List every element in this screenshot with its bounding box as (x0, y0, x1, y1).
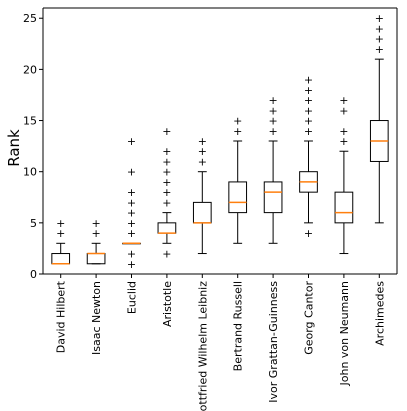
flier-marker: + (127, 258, 136, 271)
flier-marker: + (304, 125, 313, 138)
flier-marker: + (339, 135, 348, 148)
x-tick-label: Isaac Newton (90, 281, 103, 355)
box-group: ++++ (263, 94, 283, 244)
x-tick-label: Ivor Grattan-Guinness (267, 281, 280, 403)
flier-marker: + (162, 176, 171, 189)
box-group: ++ (86, 217, 106, 265)
y-tick-label: 0 (30, 268, 37, 281)
flier-marker: + (127, 186, 136, 199)
flier-marker: + (233, 115, 242, 128)
flier-marker: + (304, 115, 313, 128)
flier-marker: + (268, 115, 277, 128)
box-group: +++ (192, 135, 212, 255)
flier-marker: + (339, 104, 348, 117)
y-tick-label: 15 (23, 115, 37, 128)
flier-marker: + (198, 155, 207, 168)
flier-marker: + (268, 94, 277, 107)
y-tick-label: 25 (23, 12, 37, 25)
box (157, 222, 177, 234)
flier-marker: + (162, 155, 171, 168)
flier-marker: + (127, 135, 136, 148)
x-tick-label: Bertrand Russell (232, 281, 245, 371)
x-tick-label: Euclid (126, 281, 139, 314)
box-group: +++++++ (299, 74, 318, 240)
x-tick-label: David Hilbert (55, 280, 68, 353)
x-tick-label: Gottfried Wilhelm Leibniz (196, 281, 209, 411)
box-group: ++ (51, 217, 71, 265)
flier-marker: + (127, 248, 136, 261)
flier-marker: + (91, 217, 100, 230)
flier-marker: + (198, 135, 207, 148)
box-group: ++++ (369, 12, 389, 224)
flier-marker: + (56, 227, 65, 240)
box (263, 181, 283, 214)
flier-marker: + (339, 125, 348, 138)
flier-marker: + (127, 217, 136, 230)
flier-marker: + (127, 166, 136, 179)
flier-marker: + (304, 227, 313, 240)
x-tick-label: Aristotle (161, 281, 174, 327)
flier-marker: + (162, 166, 171, 179)
flier-marker: + (162, 186, 171, 199)
x-tick-label: John von Neumann (338, 281, 351, 387)
flier-marker: + (162, 125, 171, 138)
flier-marker: + (91, 227, 100, 240)
flier-marker: + (127, 227, 136, 240)
flier-marker: + (304, 104, 313, 117)
y-tick-label: 20 (23, 63, 37, 76)
flier-marker: + (162, 145, 171, 158)
flier-marker: + (233, 125, 242, 138)
flier-marker: + (127, 207, 136, 220)
flier-marker: + (304, 74, 313, 87)
box (192, 201, 212, 224)
y-tick-label: 10 (23, 166, 37, 179)
flier-marker: + (198, 145, 207, 158)
x-tick-label: Archimedes (373, 281, 386, 346)
flier-marker: + (304, 84, 313, 97)
box-group: ++ (228, 115, 248, 244)
flier-marker: + (127, 196, 136, 209)
box (228, 181, 248, 214)
box (86, 253, 106, 265)
flier-marker: + (339, 94, 348, 107)
flier-marker: + (162, 248, 171, 261)
flier-marker: + (268, 104, 277, 117)
flier-marker: + (304, 94, 313, 107)
flier-marker: + (162, 196, 171, 209)
y-axis-label: Rank (5, 129, 23, 167)
y-tick-label: 5 (30, 217, 37, 230)
box-group: ++++ (334, 94, 354, 255)
flier-marker: + (375, 33, 384, 46)
flier-marker: + (375, 43, 384, 56)
flier-marker: + (375, 22, 384, 35)
flier-marker: + (375, 12, 384, 25)
box-group: ++++++++ (157, 125, 177, 261)
flier-marker: + (56, 217, 65, 230)
box (51, 253, 71, 265)
flier-marker: + (268, 125, 277, 138)
box-group: +++++++++ (122, 135, 141, 271)
x-tick-label: Georg Cantor (303, 281, 316, 355)
box (334, 191, 354, 224)
